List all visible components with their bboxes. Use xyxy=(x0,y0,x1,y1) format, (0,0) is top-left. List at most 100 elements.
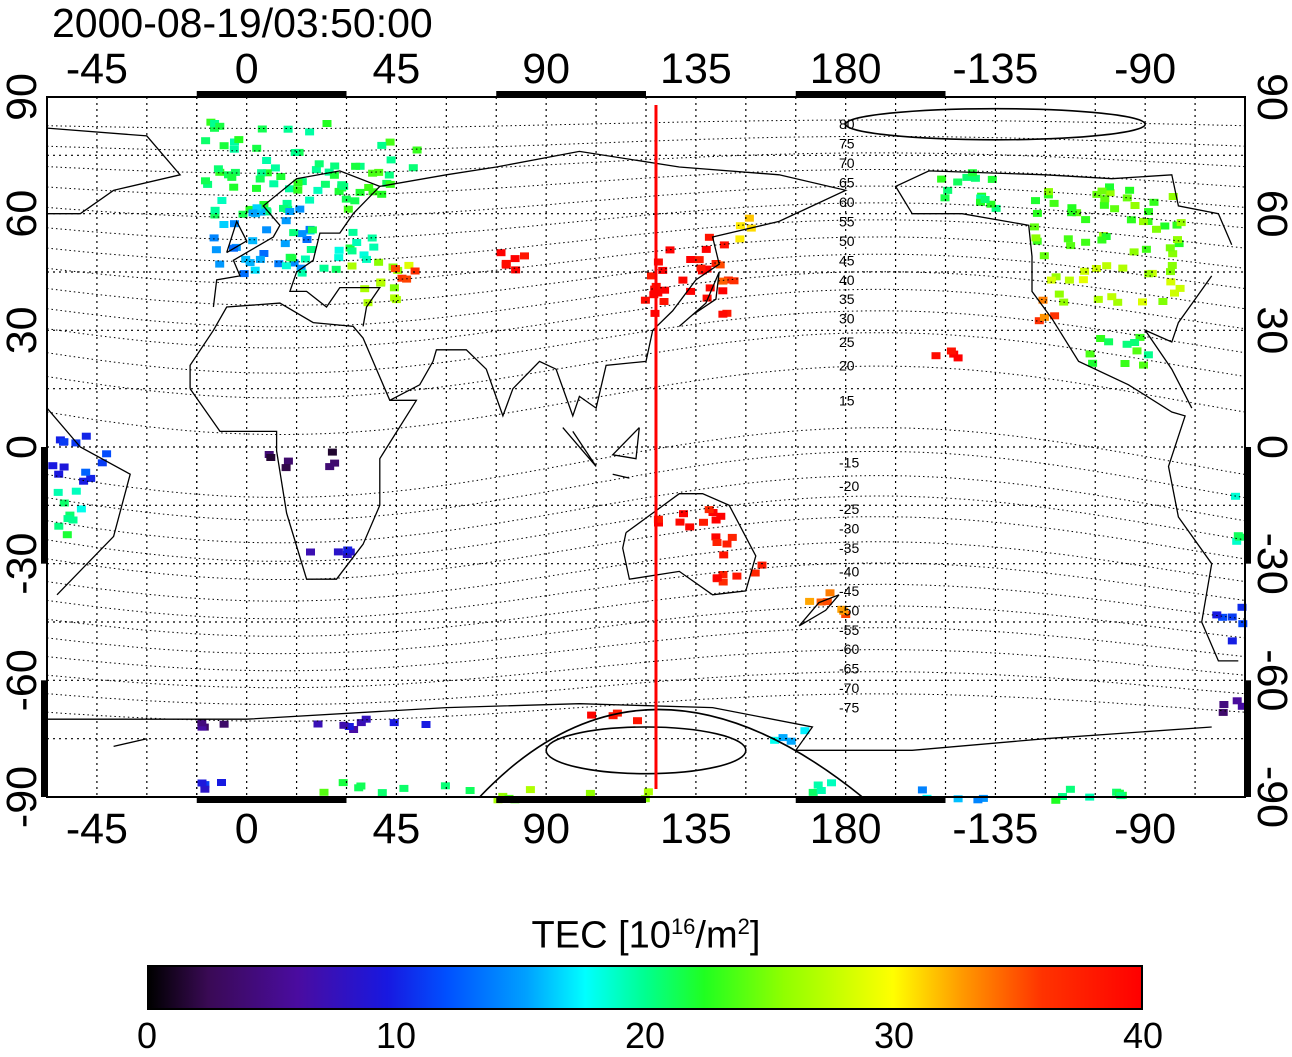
tec-cell xyxy=(319,788,329,796)
tec-cell xyxy=(1173,236,1182,244)
tec-cell xyxy=(281,217,291,225)
tec-cell xyxy=(1066,242,1076,250)
timestamp-title: 2000-08-19/03:50:00 xyxy=(52,0,433,46)
tec-cell xyxy=(1080,267,1090,275)
tec-cell xyxy=(279,204,288,212)
tec-cell xyxy=(712,574,722,582)
tec-cell xyxy=(1064,276,1074,284)
tec-cell xyxy=(289,259,299,267)
tec-cell xyxy=(813,781,823,789)
tec-cell xyxy=(1091,265,1101,272)
tec-cell xyxy=(252,184,261,192)
tec-cell xyxy=(217,197,227,204)
tec-cell xyxy=(327,448,337,456)
tec-cell xyxy=(1238,620,1248,628)
tec-cell xyxy=(217,779,226,786)
tec-cell xyxy=(248,209,258,217)
magnetic-latitude-contour xyxy=(46,310,1246,374)
axis-labels: 0 45 90 135 180 -135 -90-450 45 90 135 180 -135 -90-… xyxy=(0,45,1292,853)
tec-cell xyxy=(367,234,377,242)
tec-cell xyxy=(1065,785,1075,793)
left-latitude-label: 60 xyxy=(0,190,46,238)
tec-cell xyxy=(293,179,303,187)
tec-cell xyxy=(293,186,303,194)
tec-cell xyxy=(711,516,721,524)
coastline xyxy=(46,170,1239,662)
tec-cell xyxy=(1160,222,1170,230)
tec-cell xyxy=(719,551,729,559)
tec-cell xyxy=(213,165,223,173)
tec-cell xyxy=(219,720,229,728)
magnetic-latitude-label: 30 xyxy=(839,311,855,327)
tec-cell xyxy=(659,298,669,305)
tec-cell xyxy=(76,505,86,513)
tec-cell xyxy=(1170,289,1179,297)
top-longitude-label: -45 xyxy=(66,45,128,93)
tec-cell xyxy=(201,137,211,145)
tec-cell xyxy=(702,294,712,302)
frame-tick-bar xyxy=(196,91,347,97)
bottom-longitude-label: -135 xyxy=(952,805,1038,853)
tec-cell xyxy=(339,721,349,729)
tec-cell xyxy=(679,510,688,518)
top-longitude-label: 45 xyxy=(372,45,420,93)
tec-cell xyxy=(1138,298,1147,306)
magnetic-latitude-label: -70 xyxy=(839,680,859,696)
magnetic-latitude-label: -75 xyxy=(839,700,859,716)
tec-cell xyxy=(48,462,58,470)
tec-cell xyxy=(585,789,595,797)
tec-cell xyxy=(1044,188,1053,196)
tec-cell xyxy=(1104,338,1114,346)
tec-cell xyxy=(643,788,653,796)
tec-cell xyxy=(322,120,332,127)
tec-cell xyxy=(330,459,340,467)
magnetic-latitude-label: 45 xyxy=(839,252,855,268)
colorbar-tick-label: 40 xyxy=(1122,1015,1164,1056)
tec-cell xyxy=(377,789,387,797)
magnetic-latitude-label: 60 xyxy=(839,194,855,210)
tec-cell xyxy=(412,146,422,154)
tec-cell xyxy=(281,262,291,270)
tec-cell xyxy=(276,173,286,180)
tec-cell xyxy=(678,276,688,284)
tec-cell xyxy=(219,221,229,228)
magnetic-latitude-label: -25 xyxy=(839,501,859,517)
tec-cell xyxy=(953,354,963,362)
colorbar-title: TEC [1016/m2] xyxy=(531,914,761,957)
tec-cell xyxy=(347,247,357,255)
tec-cell xyxy=(1237,603,1247,611)
tec-cell xyxy=(359,251,369,259)
tec-cell xyxy=(421,721,431,728)
tec-cell xyxy=(1081,238,1091,246)
tec-cell xyxy=(805,597,815,605)
tec-cell xyxy=(1212,611,1222,619)
tec-cell xyxy=(991,204,1001,212)
tec-cell xyxy=(334,246,344,254)
tec-cell xyxy=(1235,533,1244,541)
tec-cell xyxy=(1139,361,1148,369)
tec-cell xyxy=(377,141,387,149)
tec-cell xyxy=(718,287,728,295)
coastlines xyxy=(46,127,1239,751)
tec-cell xyxy=(54,470,64,478)
top-longitude-label: 135 xyxy=(660,45,732,93)
frame-tick-bar xyxy=(41,447,47,564)
left-latitude-label: 0 xyxy=(0,435,46,459)
tec-cell xyxy=(1072,209,1082,217)
tec-cell xyxy=(1143,351,1153,359)
magnetic-latitude-label: -20 xyxy=(839,478,859,494)
tec-cell xyxy=(1078,276,1088,284)
tec-cell xyxy=(227,173,237,181)
tec-cell xyxy=(363,299,373,307)
tec-cell xyxy=(334,187,344,195)
tec-cell xyxy=(210,120,220,127)
tec-cell xyxy=(685,523,695,531)
tec-cell xyxy=(1099,201,1109,209)
tec-cell xyxy=(686,287,696,295)
auroral-oval xyxy=(844,107,1146,141)
tec-cell xyxy=(735,222,745,230)
tec-cell xyxy=(1118,264,1128,272)
tec-cell xyxy=(307,226,317,234)
tec-cell xyxy=(255,175,265,183)
tec-cell xyxy=(81,432,91,440)
